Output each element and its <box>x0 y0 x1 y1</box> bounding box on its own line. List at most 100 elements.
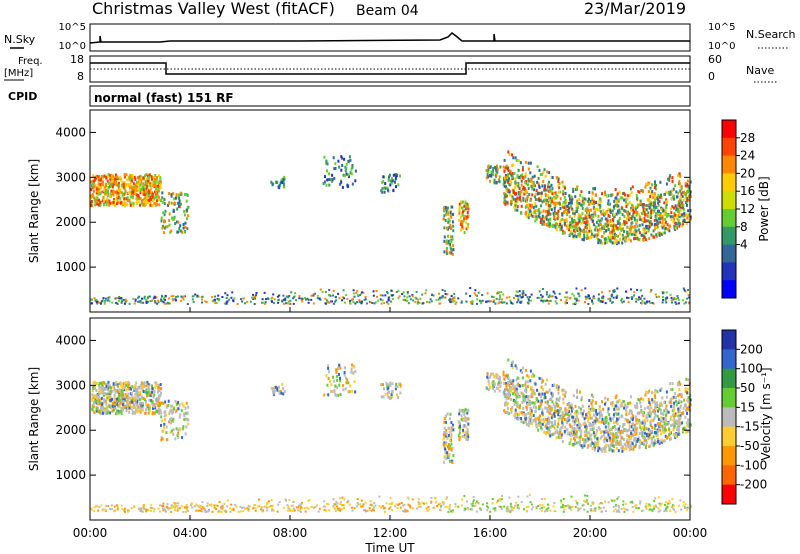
ground-scatter-cell <box>284 297 287 300</box>
echo-cell <box>563 195 566 199</box>
echo-cell <box>549 425 551 429</box>
echo-cell <box>639 199 642 203</box>
echo-cell <box>111 389 114 393</box>
echo-cell <box>522 196 525 200</box>
ground-scatter-cell <box>386 291 388 293</box>
echo-cell <box>102 183 105 187</box>
echo-cell <box>95 175 98 179</box>
echo-cell <box>541 392 544 396</box>
echo-cell <box>443 455 446 459</box>
echo-cell <box>519 369 522 373</box>
ground-scatter-cell <box>550 295 553 298</box>
echo-cell <box>155 383 158 387</box>
echo-cell <box>677 410 680 414</box>
echo-cell <box>176 434 179 437</box>
echo-cell <box>619 432 622 436</box>
echo-cell <box>531 193 534 197</box>
echo-cell <box>561 388 564 392</box>
echo-cell <box>463 215 466 219</box>
echo-cell <box>520 211 523 215</box>
echo-cell <box>530 411 533 415</box>
echo-cell <box>543 184 546 188</box>
echo-cell <box>647 229 650 233</box>
echo-cell <box>341 164 344 167</box>
echo-cell <box>282 392 285 396</box>
echo-cell <box>157 181 160 185</box>
ground-scatter-cell <box>613 289 616 291</box>
ground-scatter-cell <box>154 296 157 299</box>
ground-scatter-cell <box>573 297 576 300</box>
echo-cell <box>108 405 111 409</box>
echo-cell <box>158 198 161 202</box>
ground-scatter-cell <box>566 296 569 299</box>
echo-cell <box>678 380 681 384</box>
echo-cell <box>659 195 661 199</box>
echo-cell <box>527 187 530 190</box>
echo-cell <box>688 198 690 202</box>
echo-cell <box>654 182 656 186</box>
ground-scatter-cell <box>118 297 121 300</box>
echo-cell <box>519 199 522 203</box>
echo-cell <box>670 415 673 419</box>
echo-cell <box>109 399 112 403</box>
ground-scatter-cell <box>288 302 291 305</box>
echo-cell <box>503 180 506 184</box>
echo-cell <box>677 414 680 418</box>
echo-cell <box>141 381 144 385</box>
echo-cell <box>446 412 449 416</box>
echo-cell <box>613 241 615 245</box>
echo-cell <box>569 224 572 228</box>
echo-cell <box>604 402 606 406</box>
echo-cell <box>648 197 651 201</box>
echo-cell <box>177 435 180 439</box>
nave-label: Nave <box>746 64 774 77</box>
echo-cell <box>587 208 590 212</box>
ground-scatter-cell <box>282 302 285 305</box>
echo-cell <box>616 226 619 230</box>
echo-cell <box>394 385 397 389</box>
echo-cell <box>119 188 122 192</box>
echo-cell <box>628 227 631 231</box>
echo-cell <box>106 200 109 204</box>
echo-cell <box>550 183 553 187</box>
echo-cell <box>542 180 545 183</box>
echo-cell <box>559 220 562 224</box>
echo-cell <box>638 231 641 235</box>
echo-cell <box>145 384 148 388</box>
echo-cell <box>131 201 134 205</box>
echo-cell <box>621 233 624 237</box>
echo-cell <box>599 228 602 232</box>
echo-cell <box>621 207 624 211</box>
echo-cell <box>333 167 336 171</box>
echo-cell <box>624 443 627 447</box>
echo-cell <box>635 232 638 236</box>
echo-cell <box>616 428 619 432</box>
ground-scatter-cell <box>205 300 208 303</box>
colorbar-segment <box>722 173 736 192</box>
echo-cell <box>587 236 590 240</box>
echo-cell <box>672 187 675 191</box>
echo-cell <box>541 422 544 426</box>
echo-cell <box>178 415 181 419</box>
echo-cell <box>490 170 493 174</box>
echo-cell <box>183 209 186 213</box>
ground-scatter-cell <box>417 301 420 304</box>
echo-cell <box>562 388 565 392</box>
echo-cell <box>380 383 383 387</box>
echo-cell <box>117 396 120 399</box>
ground-scatter-cell <box>201 295 204 298</box>
ground-scatter-cell <box>155 296 158 299</box>
echo-cell <box>116 384 119 388</box>
echo-cell <box>443 436 446 439</box>
echo-cell <box>134 384 137 388</box>
echo-cell <box>513 413 516 417</box>
echo-cell <box>521 384 524 387</box>
ground-scatter-cell <box>90 298 93 301</box>
echo-cell <box>628 440 631 444</box>
echo-cell <box>168 192 171 195</box>
ground-scatter-cell <box>114 302 117 304</box>
echo-cell <box>567 209 569 212</box>
echo-cell <box>559 190 562 194</box>
echo-cell <box>677 394 680 398</box>
echo-cell <box>574 230 577 234</box>
